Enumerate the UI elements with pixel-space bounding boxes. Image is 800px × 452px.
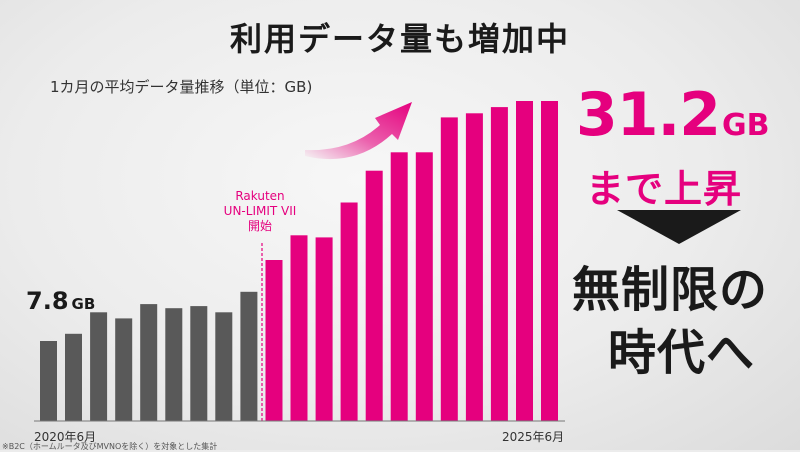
- curved-up-arrow-icon: [305, 102, 412, 160]
- slide-title: 利用データ量も増加中: [229, 20, 570, 58]
- bar: [40, 341, 57, 421]
- message-line-1: 無制限の: [572, 262, 769, 318]
- bar: [240, 291, 258, 421]
- bar: [265, 260, 283, 421]
- down-triangle-icon: [617, 210, 741, 244]
- bar: [490, 107, 508, 421]
- bar: [415, 152, 433, 422]
- first-value-unit: GB: [71, 295, 96, 313]
- annotation-line-3: 開始: [247, 219, 272, 233]
- bar: [390, 152, 408, 422]
- bar: [315, 237, 333, 421]
- bar: [340, 202, 358, 421]
- bar: [365, 170, 383, 421]
- bar: [440, 117, 458, 422]
- footnote: ※B2C（ホームルータ及びMVNOを除く）を対象とした集計: [2, 442, 218, 451]
- bar: [516, 101, 533, 421]
- bar: [115, 318, 133, 421]
- annotation-line-2: UN-LIMIT VII: [223, 204, 297, 218]
- annotation-line-1: Rakuten: [235, 189, 285, 203]
- bar: [465, 113, 483, 422]
- chart-subtitle: 1カ月の平均データ量推移（単位：GB): [50, 78, 313, 96]
- plan-launch-annotation: Rakuten UN-LIMIT VII 開始: [200, 189, 320, 234]
- bar: [541, 101, 558, 421]
- bar: [190, 306, 208, 421]
- bar: [90, 312, 108, 421]
- x-axis-start-label: 2020年6月: [34, 430, 97, 444]
- highlight-unit: GB: [722, 108, 770, 143]
- message-line-2: 時代へ: [608, 325, 756, 381]
- highlight-number: 31.2: [576, 80, 721, 150]
- bar: [165, 308, 183, 421]
- x-axis-end-label: 2025年6月: [502, 430, 565, 444]
- bar: [140, 304, 158, 421]
- bar: [215, 312, 233, 421]
- first-value-number: 7.8: [26, 287, 69, 315]
- bar: [290, 235, 308, 421]
- bar: [65, 333, 82, 421]
- highlight-value: 31.2GB: [576, 80, 770, 150]
- first-value-label: 7.8 GB: [26, 287, 95, 315]
- bar-series: [40, 101, 558, 422]
- highlight-caption: まで上昇: [586, 167, 743, 211]
